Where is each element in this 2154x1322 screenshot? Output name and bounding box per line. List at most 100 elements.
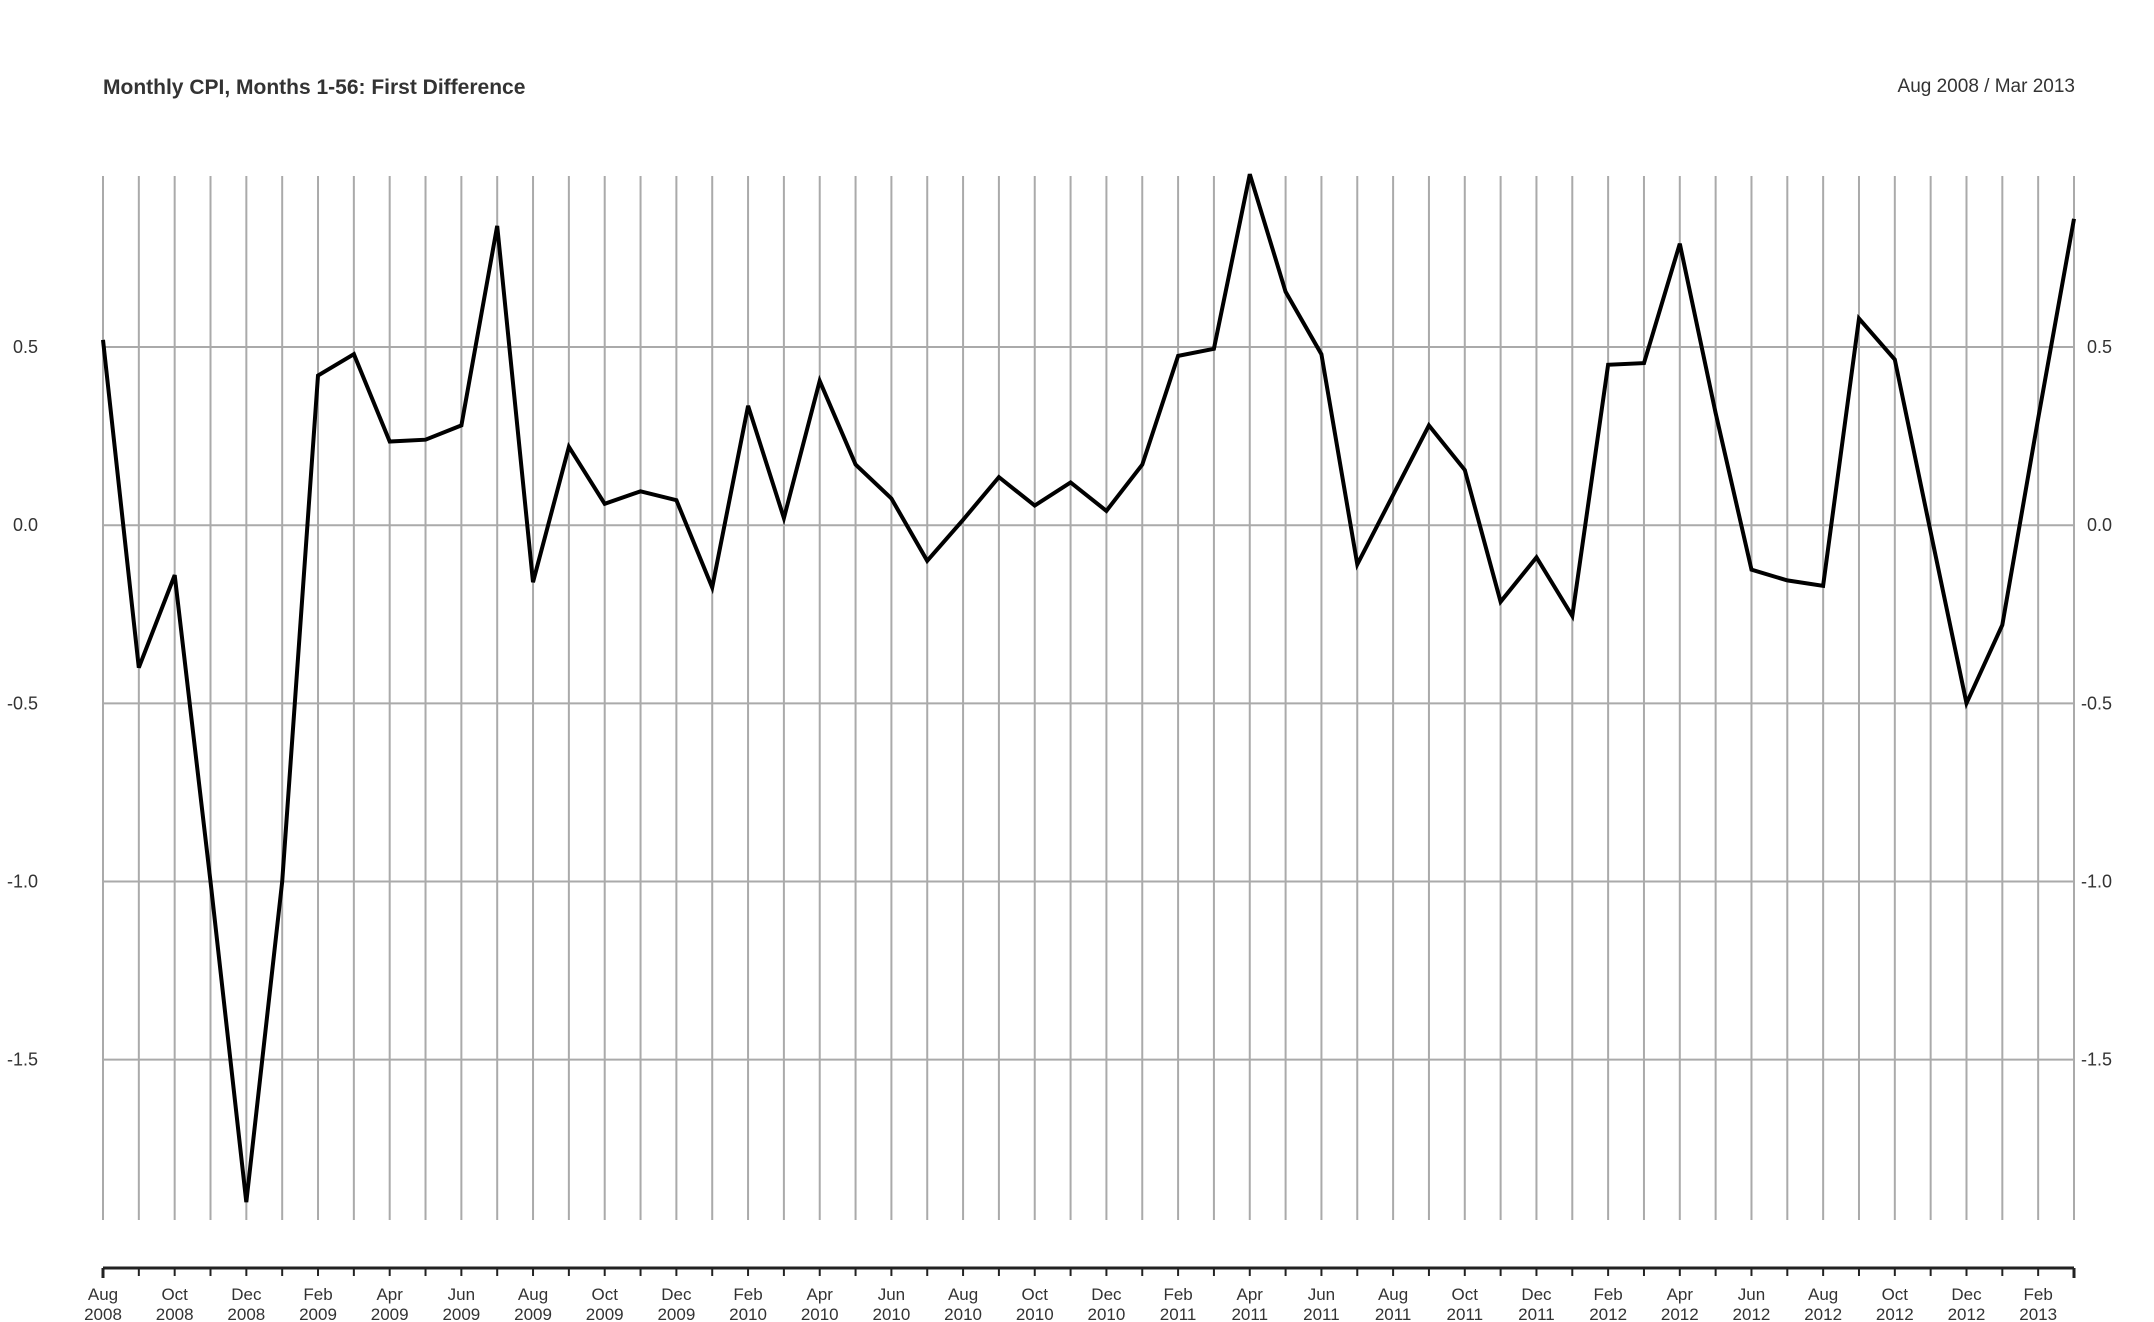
- x-tick-label-year: 2011: [1160, 1305, 1197, 1322]
- x-tick-label-year: 2011: [1518, 1305, 1555, 1322]
- data-point: [1463, 468, 1466, 471]
- x-tick-label-year: 2011: [1231, 1305, 1268, 1322]
- data-point: [1857, 317, 1860, 320]
- data-point: [782, 517, 785, 520]
- data-point: [317, 374, 320, 377]
- data-point: [1284, 290, 1287, 293]
- y-axis-left-labels: 0.5 0.0 -0.5 -1.0 -1.5: [7, 337, 38, 1070]
- data-point: [1105, 509, 1108, 512]
- x-tick-label-month: Dec: [231, 1285, 262, 1304]
- x-tick-label-month: Dec: [1521, 1285, 1552, 1304]
- data-point: [102, 338, 105, 341]
- x-tick-label-month: Oct: [1882, 1285, 1909, 1304]
- data-point: [1786, 579, 1789, 582]
- x-tick-label-month: Apr: [376, 1285, 403, 1304]
- data-point: [532, 581, 535, 584]
- data-point: [1033, 504, 1036, 507]
- x-tick-label-month: Jun: [448, 1285, 475, 1304]
- x-tick-label-year: 2012: [1948, 1305, 1986, 1322]
- x-tick-label-year: 2008: [227, 1305, 265, 1322]
- data-point: [424, 438, 427, 441]
- vertical-gridlines: [102, 176, 2075, 1220]
- data-point: [137, 666, 140, 669]
- data-point: [245, 1201, 248, 1204]
- data-point: [173, 574, 176, 577]
- y-tick-label-left: 0.0: [13, 515, 38, 535]
- x-tick-label-year: 2010: [944, 1305, 982, 1322]
- x-tick-label-year: 2011: [1303, 1305, 1340, 1322]
- x-tick-label-year: 2011: [1447, 1305, 1484, 1322]
- date-range-label: Aug 2008 / Mar 2013: [1897, 76, 2075, 97]
- x-tick-label-month: Aug: [88, 1285, 118, 1304]
- x-tick-label-year: 2010: [729, 1305, 767, 1322]
- x-tick-label-year: 2012: [1661, 1305, 1699, 1322]
- data-point: [567, 445, 570, 448]
- x-tick-label-year: 2009: [371, 1305, 409, 1322]
- data-point: [1965, 702, 1968, 705]
- x-tick-label-month: Apr: [806, 1285, 833, 1304]
- x-tick-label-year: 2009: [657, 1305, 695, 1322]
- x-tick-label-month: Dec: [1951, 1285, 1982, 1304]
- data-point: [2001, 623, 2004, 626]
- chart-title: Monthly CPI, Months 1-56: First Differen…: [103, 76, 526, 99]
- data-point: [460, 424, 463, 427]
- data-point: [352, 353, 355, 356]
- x-tick-label-month: Oct: [1022, 1285, 1049, 1304]
- x-tick-label-month: Dec: [1091, 1285, 1122, 1304]
- x-tick-label-month: Apr: [1237, 1285, 1264, 1304]
- data-point: [209, 880, 212, 883]
- x-tick-label-year: 2009: [299, 1305, 337, 1322]
- x-tick-label-month: Feb: [1593, 1285, 1622, 1304]
- data-point: [1427, 424, 1430, 427]
- data-point: [603, 502, 606, 505]
- data-point: [1750, 568, 1753, 571]
- y-tick-label-right: -1.0: [2081, 872, 2112, 892]
- data-point: [1571, 615, 1574, 618]
- data-point: [1535, 556, 1538, 559]
- data-point: [1248, 173, 1251, 176]
- series-layer: [101, 173, 2076, 1204]
- x-tick-label-month: Feb: [2024, 1285, 2053, 1304]
- x-tick-label-month: Oct: [161, 1285, 188, 1304]
- x-tick-label-year: 2010: [1016, 1305, 1054, 1322]
- x-tick-label-month: Jun: [1738, 1285, 1765, 1304]
- x-tick-label-month: Oct: [591, 1285, 618, 1304]
- y-tick-label-right: -1.5: [2081, 1050, 2112, 1070]
- y-axis-right-labels: 0.5 0.0 -0.5 -1.0 -1.5: [2081, 337, 2112, 1070]
- x-tick-label-month: Aug: [1808, 1285, 1838, 1304]
- data-point: [962, 518, 965, 521]
- data-point: [1642, 362, 1645, 365]
- data-point: [2073, 217, 2076, 220]
- x-tick-label-month: Feb: [733, 1285, 762, 1304]
- x-tick-label-year: 2010: [872, 1305, 910, 1322]
- data-point: [388, 440, 391, 443]
- data-point: [1678, 242, 1681, 245]
- horizontal-gridlines: [103, 346, 2074, 1061]
- x-tick-label-year: 2010: [1088, 1305, 1126, 1322]
- x-tick-label-year: 2012: [1589, 1305, 1627, 1322]
- x-tick-label-year: 2009: [586, 1305, 624, 1322]
- x-tick-label-month: Jun: [1308, 1285, 1335, 1304]
- data-point: [1929, 531, 1932, 534]
- data-point: [1212, 347, 1215, 350]
- x-tick-label-month: Jun: [878, 1285, 905, 1304]
- data-point: [1069, 481, 1072, 484]
- x-tick-label-month: Oct: [1452, 1285, 1479, 1304]
- data-point: [1392, 493, 1395, 496]
- series-line: [101, 173, 2076, 1203]
- data-point: [639, 490, 642, 493]
- data-point: [890, 497, 893, 500]
- data-point: [1141, 463, 1144, 466]
- y-tick-label-left: 0.5: [13, 337, 38, 357]
- data-point: [1607, 363, 1610, 366]
- x-tick-label-year: 2012: [1876, 1305, 1914, 1322]
- x-tick-label-year: 2008: [156, 1305, 194, 1322]
- x-tick-label-year: 2010: [801, 1305, 839, 1322]
- data-point: [675, 499, 678, 502]
- data-point: [854, 463, 857, 466]
- y-tick-label-right: 0.5: [2087, 337, 2112, 357]
- x-tick-label-month: Aug: [1378, 1285, 1408, 1304]
- data-point: [1499, 600, 1502, 603]
- data-point: [1822, 584, 1825, 587]
